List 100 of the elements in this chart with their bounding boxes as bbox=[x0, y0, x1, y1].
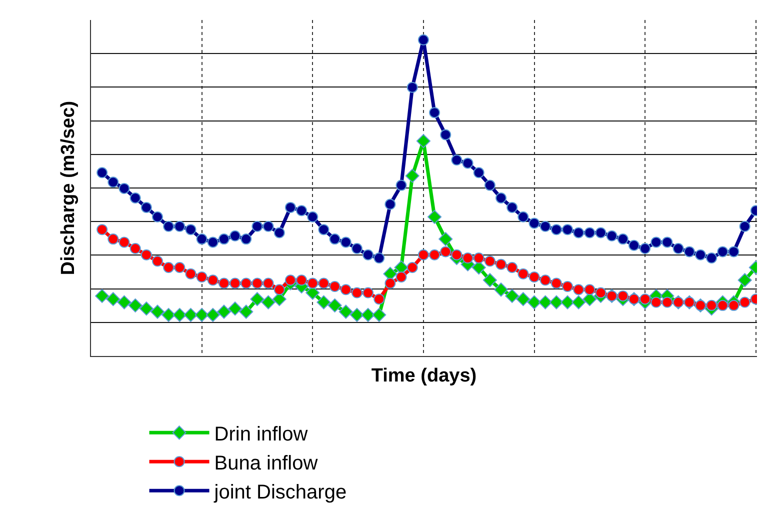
point bbox=[351, 287, 362, 298]
point bbox=[372, 308, 386, 322]
point bbox=[362, 287, 374, 298]
point bbox=[496, 258, 507, 270]
point bbox=[96, 224, 108, 236]
point bbox=[451, 249, 462, 260]
point bbox=[562, 224, 574, 236]
point bbox=[484, 180, 496, 191]
point bbox=[163, 262, 174, 273]
point bbox=[340, 236, 352, 248]
legend-label: joint Discharge bbox=[213, 481, 347, 504]
point bbox=[374, 294, 385, 305]
point bbox=[152, 211, 163, 222]
point bbox=[274, 284, 285, 296]
point bbox=[140, 249, 152, 260]
point bbox=[284, 274, 296, 286]
point bbox=[130, 243, 141, 254]
point bbox=[472, 260, 486, 274]
point bbox=[328, 298, 342, 312]
point bbox=[482, 273, 497, 288]
point bbox=[240, 234, 252, 245]
point bbox=[106, 292, 120, 306]
point bbox=[573, 284, 584, 296]
point bbox=[194, 308, 209, 322]
point bbox=[262, 220, 274, 232]
point bbox=[362, 249, 374, 260]
point bbox=[440, 246, 452, 258]
point bbox=[329, 280, 340, 292]
point bbox=[108, 176, 119, 188]
point bbox=[296, 205, 308, 216]
point bbox=[230, 230, 241, 242]
point bbox=[216, 304, 231, 319]
point bbox=[184, 308, 198, 322]
point bbox=[218, 234, 230, 245]
point bbox=[207, 236, 218, 248]
point bbox=[262, 278, 274, 289]
point bbox=[440, 129, 452, 140]
point bbox=[462, 252, 474, 264]
point bbox=[584, 284, 596, 296]
point bbox=[252, 278, 263, 289]
point bbox=[329, 234, 340, 245]
point bbox=[384, 278, 396, 289]
point bbox=[606, 230, 618, 242]
point bbox=[640, 243, 651, 254]
point bbox=[174, 262, 186, 273]
point bbox=[506, 202, 518, 213]
point bbox=[516, 292, 530, 306]
point bbox=[96, 167, 108, 178]
point bbox=[396, 271, 407, 282]
point bbox=[438, 232, 453, 246]
point bbox=[528, 271, 540, 282]
point bbox=[518, 268, 529, 280]
point bbox=[540, 274, 551, 286]
point bbox=[150, 304, 164, 319]
point bbox=[540, 220, 551, 232]
point bbox=[562, 280, 574, 292]
point bbox=[494, 282, 508, 297]
point bbox=[117, 295, 132, 310]
point bbox=[162, 308, 176, 322]
point bbox=[694, 249, 706, 260]
point bbox=[728, 300, 740, 311]
point bbox=[527, 295, 542, 310]
point bbox=[538, 295, 552, 310]
point bbox=[230, 278, 241, 289]
point bbox=[584, 227, 596, 238]
point bbox=[239, 304, 254, 319]
point bbox=[351, 243, 362, 254]
point bbox=[662, 236, 673, 248]
point bbox=[595, 287, 606, 298]
y-axis-title: Discharge (m3/sec) bbox=[58, 100, 79, 276]
point bbox=[505, 288, 520, 303]
point bbox=[95, 288, 110, 303]
point bbox=[108, 234, 119, 245]
point bbox=[163, 220, 174, 232]
point bbox=[672, 243, 684, 254]
point bbox=[717, 246, 728, 258]
point bbox=[361, 308, 376, 322]
point bbox=[617, 234, 628, 245]
point bbox=[473, 167, 484, 178]
point bbox=[307, 278, 318, 289]
point bbox=[662, 296, 673, 308]
point bbox=[250, 292, 264, 306]
point bbox=[261, 295, 276, 310]
point bbox=[617, 290, 628, 302]
point bbox=[406, 82, 418, 93]
point bbox=[595, 227, 606, 238]
point bbox=[416, 134, 430, 148]
point bbox=[484, 256, 496, 267]
point bbox=[174, 220, 186, 232]
point bbox=[284, 202, 296, 213]
point bbox=[218, 278, 230, 289]
point bbox=[196, 271, 208, 282]
point bbox=[506, 262, 518, 273]
point bbox=[274, 227, 285, 238]
point bbox=[640, 294, 651, 305]
point bbox=[728, 246, 740, 258]
point bbox=[650, 236, 662, 248]
x-axis-title: Time (days) bbox=[371, 365, 477, 386]
point bbox=[316, 295, 331, 310]
point bbox=[207, 274, 218, 286]
